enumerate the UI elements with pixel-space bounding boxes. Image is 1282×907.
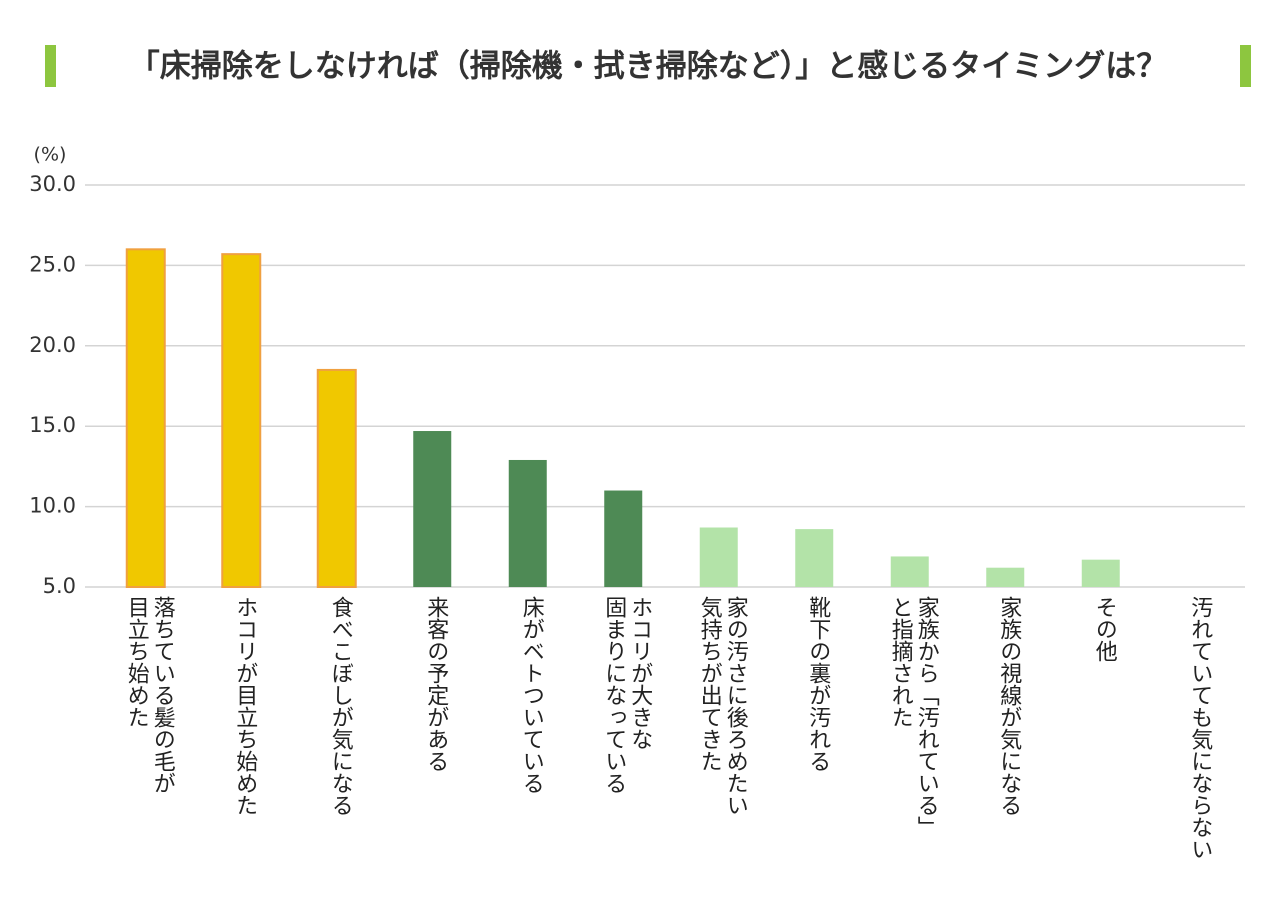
- x-tick-label: その他: [1091, 596, 1117, 662]
- y-tick-label: 25.0: [29, 252, 76, 276]
- y-tick-label: 15.0: [29, 413, 76, 437]
- chart-title: 「床掃除をしなければ（掃除機・拭き掃除など）」と感じるタイミングは？: [129, 49, 1168, 85]
- y-tick-label: 5.0: [43, 574, 76, 598]
- bar: [221, 253, 262, 588]
- bar: [316, 368, 357, 589]
- title-decor: [45, 45, 56, 87]
- title-decor: [1240, 45, 1251, 87]
- bar: [508, 459, 547, 587]
- bar: [699, 527, 738, 587]
- x-tick-label: 汚れていても気にならない: [1187, 596, 1213, 860]
- x-tick-label: 食べこぼしが気になる: [327, 596, 353, 816]
- bar: [795, 529, 834, 587]
- x-tick-label: ホコリが目立ち始めた: [232, 596, 258, 816]
- x-tick-label: 靴下の裏が汚れる: [805, 596, 831, 772]
- x-tick-label: 家の汚さに後ろめたい 気持ちが出てきた: [696, 596, 748, 816]
- bar: [890, 556, 929, 587]
- bar: [986, 567, 1025, 587]
- x-tick-label: 床がベトついている: [518, 596, 544, 794]
- y-tick-label: 10.0: [29, 494, 76, 518]
- x-tick-label: 家族から「汚れている」 と指摘された: [887, 596, 939, 838]
- y-axis-unit: (%): [34, 144, 67, 166]
- x-tick-label: 落ちている髪の毛が 目立ち始めた: [123, 596, 175, 794]
- bar: [125, 248, 166, 588]
- x-tick-label: 来客の予定がある: [423, 596, 449, 772]
- bar: [413, 431, 452, 587]
- y-tick-label: 20.0: [29, 333, 76, 357]
- y-tick-label: 30.0: [29, 172, 76, 196]
- x-tick-label: ホコリが大きな 固まりになっている: [601, 596, 653, 794]
- bar: [1081, 559, 1120, 587]
- x-tick-label: 家族の視線が気になる: [996, 596, 1022, 816]
- bar: [604, 490, 643, 587]
